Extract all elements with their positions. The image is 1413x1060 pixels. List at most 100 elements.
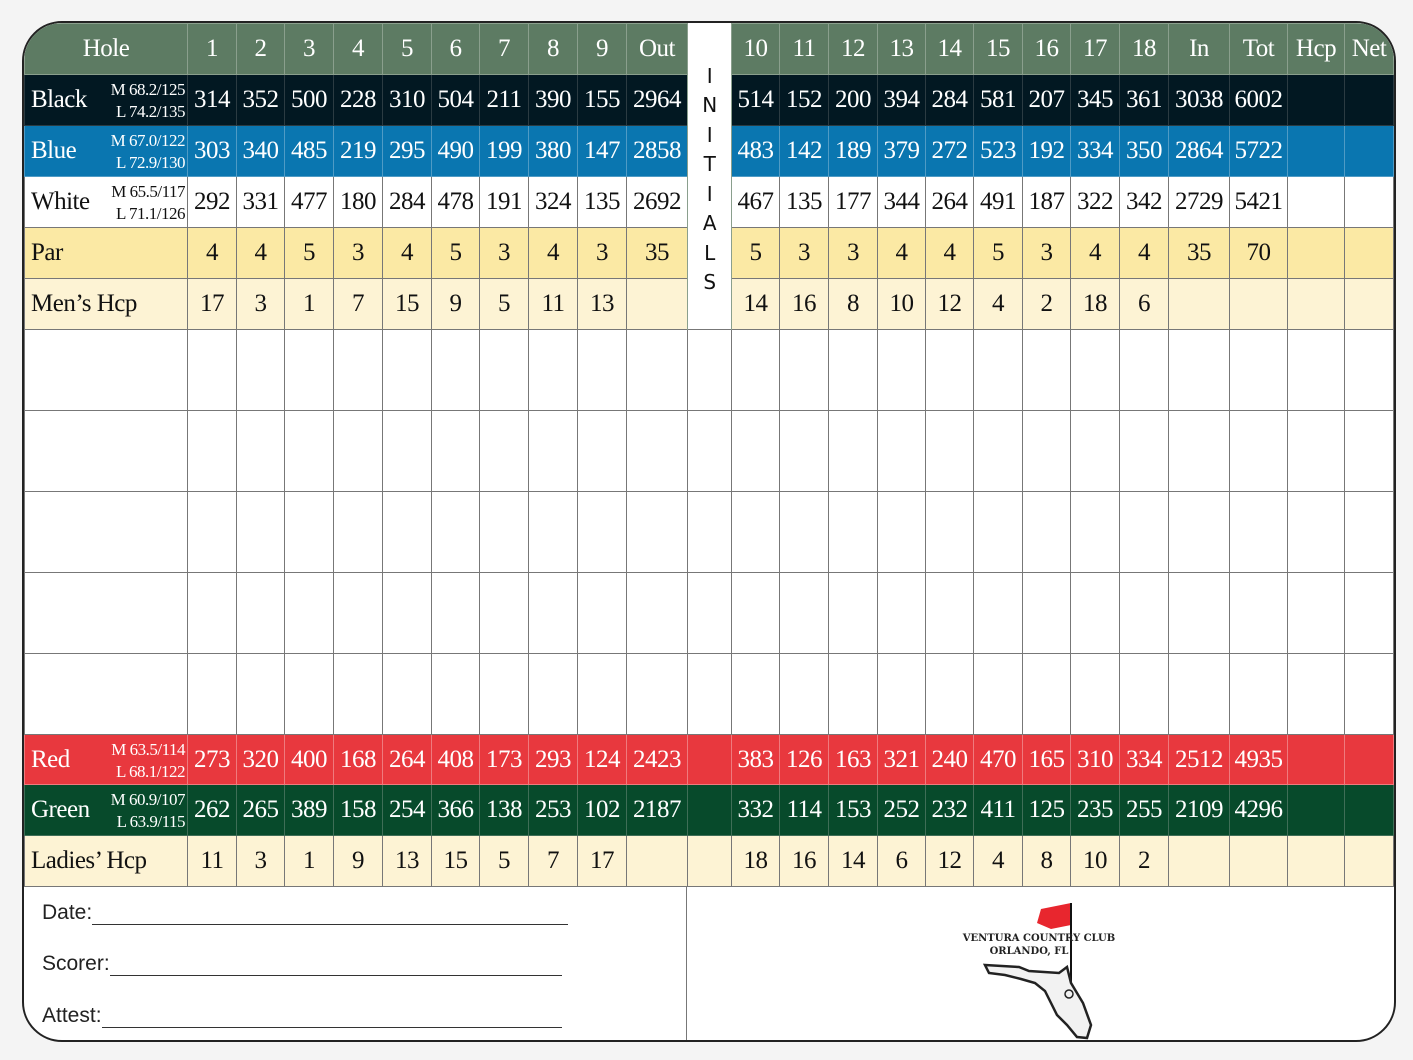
score-cell[interactable]	[1119, 572, 1169, 654]
score-cell[interactable]	[382, 410, 432, 492]
score-cell[interactable]	[382, 491, 432, 573]
score-cell[interactable]	[731, 410, 780, 492]
score-cell[interactable]	[577, 491, 627, 573]
score-cell[interactable]	[731, 329, 780, 411]
score-cell[interactable]	[687, 572, 732, 654]
score-cell[interactable]	[1119, 653, 1169, 735]
score-cell[interactable]	[1070, 491, 1120, 573]
score-cell[interactable]	[877, 653, 926, 735]
score-cell[interactable]	[1344, 329, 1394, 411]
score-cell[interactable]	[925, 572, 974, 654]
score-cell[interactable]	[382, 572, 432, 654]
score-cell[interactable]	[236, 572, 285, 654]
score-cell[interactable]	[828, 329, 878, 411]
score-cell[interactable]	[1119, 329, 1169, 411]
score-cell[interactable]	[626, 653, 688, 735]
attest-field[interactable]: Attest:	[42, 1004, 562, 1028]
score-cell[interactable]	[1070, 653, 1120, 735]
score-cell[interactable]	[479, 329, 529, 411]
score-cell[interactable]	[577, 329, 627, 411]
score-cell[interactable]	[528, 653, 578, 735]
score-cell[interactable]	[828, 653, 878, 735]
score-cell[interactable]	[1119, 410, 1169, 492]
date-field[interactable]: Date:	[42, 901, 569, 925]
score-cell[interactable]	[577, 410, 627, 492]
score-cell[interactable]	[1168, 410, 1230, 492]
score-cell[interactable]	[187, 491, 237, 573]
score-cell[interactable]	[1344, 410, 1394, 492]
score-cell[interactable]	[1287, 410, 1345, 492]
score-cell[interactable]	[1229, 572, 1288, 654]
date-line[interactable]	[92, 902, 569, 925]
score-cell[interactable]	[626, 572, 688, 654]
score-cell[interactable]	[1229, 329, 1288, 411]
score-cell[interactable]	[187, 329, 237, 411]
score-cell[interactable]	[973, 572, 1023, 654]
score-cell[interactable]	[687, 329, 732, 411]
score-cell[interactable]	[479, 410, 529, 492]
player-name-cell[interactable]	[24, 653, 188, 735]
score-cell[interactable]	[577, 653, 627, 735]
player-name-cell[interactable]	[24, 410, 188, 492]
score-cell[interactable]	[731, 491, 780, 573]
score-cell[interactable]	[236, 653, 285, 735]
score-cell[interactable]	[925, 491, 974, 573]
score-cell[interactable]	[577, 572, 627, 654]
player-name-cell[interactable]	[24, 329, 188, 411]
score-cell[interactable]	[333, 572, 383, 654]
score-cell[interactable]	[626, 329, 688, 411]
scorer-field[interactable]: Scorer:	[42, 952, 562, 976]
score-cell[interactable]	[1070, 572, 1120, 654]
score-cell[interactable]	[187, 653, 237, 735]
score-cell[interactable]	[687, 653, 732, 735]
score-cell[interactable]	[528, 572, 578, 654]
score-cell[interactable]	[1344, 572, 1394, 654]
score-cell[interactable]	[687, 491, 732, 573]
score-cell[interactable]	[1344, 491, 1394, 573]
score-cell[interactable]	[236, 329, 285, 411]
score-cell[interactable]	[236, 410, 285, 492]
score-cell[interactable]	[1168, 491, 1230, 573]
score-cell[interactable]	[1022, 410, 1071, 492]
score-cell[interactable]	[687, 410, 732, 492]
score-cell[interactable]	[1287, 653, 1345, 735]
score-cell[interactable]	[284, 653, 334, 735]
score-cell[interactable]	[925, 410, 974, 492]
score-cell[interactable]	[877, 572, 926, 654]
score-cell[interactable]	[382, 329, 432, 411]
score-cell[interactable]	[1229, 491, 1288, 573]
score-cell[interactable]	[925, 329, 974, 411]
score-cell[interactable]	[973, 410, 1023, 492]
player-name-cell[interactable]	[24, 572, 188, 654]
score-cell[interactable]	[187, 572, 237, 654]
score-cell[interactable]	[382, 653, 432, 735]
score-cell[interactable]	[1022, 653, 1071, 735]
score-cell[interactable]	[333, 329, 383, 411]
score-cell[interactable]	[1119, 491, 1169, 573]
score-cell[interactable]	[333, 653, 383, 735]
score-cell[interactable]	[877, 491, 926, 573]
score-cell[interactable]	[528, 491, 578, 573]
score-cell[interactable]	[1168, 572, 1230, 654]
score-cell[interactable]	[1229, 410, 1288, 492]
score-cell[interactable]	[479, 572, 529, 654]
score-cell[interactable]	[1287, 572, 1345, 654]
score-cell[interactable]	[828, 491, 878, 573]
score-cell[interactable]	[284, 572, 334, 654]
score-cell[interactable]	[333, 410, 383, 492]
score-cell[interactable]	[1070, 329, 1120, 411]
score-cell[interactable]	[333, 491, 383, 573]
score-cell[interactable]	[779, 410, 829, 492]
score-cell[interactable]	[779, 329, 829, 411]
score-cell[interactable]	[973, 653, 1023, 735]
score-cell[interactable]	[1022, 329, 1071, 411]
score-cell[interactable]	[528, 410, 578, 492]
score-cell[interactable]	[731, 653, 780, 735]
score-cell[interactable]	[925, 653, 974, 735]
score-cell[interactable]	[187, 410, 237, 492]
score-cell[interactable]	[1344, 653, 1394, 735]
score-cell[interactable]	[528, 329, 578, 411]
score-cell[interactable]	[1168, 653, 1230, 735]
player-name-cell[interactable]	[24, 491, 188, 573]
score-cell[interactable]	[877, 329, 926, 411]
